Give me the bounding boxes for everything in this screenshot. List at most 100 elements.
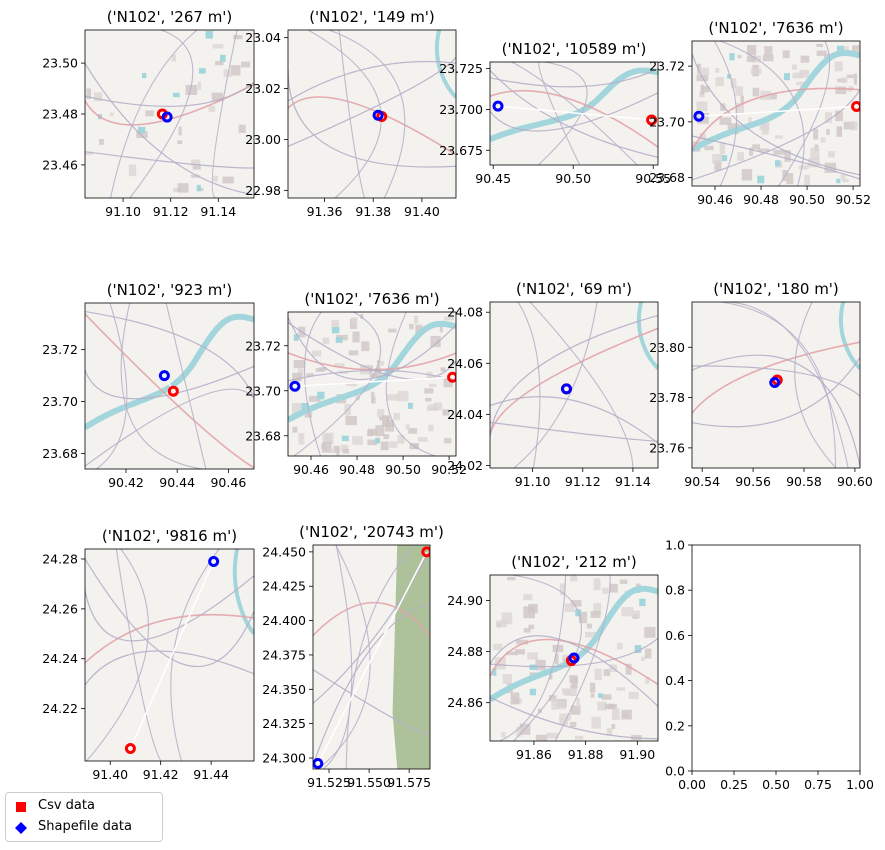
shapefile-point	[313, 758, 324, 769]
axes-frame	[287, 29, 457, 199]
y-tick-label: 23.00	[245, 132, 281, 147]
shapefile-point	[769, 376, 781, 388]
axes-frame	[489, 574, 659, 742]
x-tick-label: 90.58	[786, 474, 822, 489]
connector-line	[294, 376, 453, 387]
map-background	[490, 62, 658, 165]
axes-frame	[489, 301, 659, 469]
x-tick-label: 0.75	[804, 777, 832, 792]
map-background	[288, 312, 456, 456]
y-tick-label: 24.88	[447, 644, 483, 659]
y-tick-label: 23.68	[649, 170, 685, 185]
map-background	[692, 41, 860, 186]
shapefile-point	[693, 110, 705, 122]
subplot-1: ('N102', '267 m') 91.10 91.12 91.14 23.46 23.…	[42, 8, 255, 219]
x-tick-label: 90.52	[835, 192, 871, 207]
x-tick-label: 91.86	[516, 747, 552, 762]
map-background	[313, 545, 430, 769]
y-tick-label: 24.375	[262, 647, 306, 662]
x-tick-label: 90.50	[789, 192, 825, 207]
map-background	[692, 302, 860, 468]
shapefile-point	[208, 555, 220, 567]
y-tick-label: 24.325	[262, 716, 306, 731]
csv-point	[124, 743, 136, 755]
map-background	[288, 30, 456, 198]
legend-label-shapefile: Shapefile data	[38, 819, 132, 834]
subplot-title: ('N102', '149 m')	[309, 8, 435, 26]
subplot-4: ('N102', '7636 m') 90.46 90.48 90.50 90.52 23…	[649, 19, 871, 207]
y-tick-label: 24.06	[447, 356, 483, 371]
y-tick-label: 23.70	[245, 383, 281, 398]
connector-line	[129, 561, 215, 749]
x-tick-label: 0.25	[720, 777, 748, 792]
subplot-6: ('N102', '7636 m') 90.46 90.48 90.50 90.52 23…	[245, 290, 467, 477]
subplot-title: ('N102', '7636 m')	[708, 19, 843, 37]
y-tick-label: 24.24	[42, 651, 78, 666]
axes-frame	[691, 301, 861, 469]
shapefile-point	[289, 380, 301, 392]
subplot-2: ('N102', '149 m') 91.36 91.38 91.40 22.98 23.…	[245, 8, 457, 219]
x-tick-label: 90.42	[108, 475, 144, 490]
axes-frame	[691, 40, 861, 187]
x-tick-label: 91.40	[92, 767, 128, 782]
x-tick-label: 90.50	[555, 171, 591, 186]
x-tick-label: 90.45	[475, 171, 511, 186]
axes-frame	[489, 61, 659, 166]
x-tick-label: 91.12	[565, 474, 601, 489]
subplot-7: ('N102', '69 m') 91.10 91.12 91.14 24.02 24.0…	[447, 280, 659, 489]
subplot-title: ('N102', '10589 m')	[502, 40, 647, 58]
subplot-8: ('N102', '180 m') 90.54 90.56 90.58 90.60 23.…	[649, 280, 873, 489]
y-tick-label: 24.26	[42, 601, 78, 616]
x-tick-label: 90.46	[210, 475, 246, 490]
x-tick-label: 91.40	[404, 204, 440, 219]
shapefile-point	[492, 100, 504, 112]
x-tick-label: 90.48	[743, 192, 779, 207]
y-tick-label: 23.04	[245, 30, 281, 45]
x-tick-label: 90.56	[735, 474, 771, 489]
y-tick-label: 24.350	[262, 682, 306, 697]
x-tick-label: 91.14	[200, 204, 236, 219]
x-tick-label: 90.60	[837, 474, 873, 489]
y-tick-label: 0.4	[665, 673, 685, 688]
subplot-5: ('N102', '923 m') 90.42 90.44 90.46 23.68 23.…	[42, 281, 255, 490]
axes-frame	[312, 544, 431, 770]
csv-point	[167, 385, 179, 397]
subplot-title: ('N102', '923 m')	[107, 281, 233, 299]
subplot-title: ('N102', '20743 m')	[299, 523, 444, 541]
map-background	[85, 549, 254, 761]
legend-label-csv: Csv data	[38, 798, 95, 813]
x-tick-label: 90.46	[293, 462, 329, 477]
y-tick-label: 24.450	[262, 544, 306, 559]
y-tick-label: 0.6	[665, 628, 685, 643]
x-tick-label: 0.00	[678, 777, 706, 792]
subplot-title: ('N102', '212 m')	[511, 553, 637, 571]
x-tick-label: 91.36	[307, 204, 343, 219]
subplot-12: 0.00 0.25 0.50 0.75 1.00 0.0 0.2 0.4 0.6 0.8 1.0	[665, 538, 874, 793]
x-tick-label: 91.12	[153, 204, 189, 219]
map-background	[490, 302, 658, 468]
map-background	[85, 30, 254, 198]
y-tick-label: 23.700	[439, 102, 483, 117]
x-tick-label: 91.10	[515, 474, 551, 489]
y-tick-label: 24.300	[262, 751, 306, 766]
y-tick-label: 24.86	[447, 695, 483, 710]
subplot-title: ('N102', '69 m')	[516, 280, 632, 298]
x-tick-label: 90.48	[339, 462, 375, 477]
y-tick-label: 0.2	[665, 718, 685, 733]
y-tick-label: 24.28	[42, 551, 78, 566]
shapefile-point	[568, 652, 580, 664]
x-tick-label: 0.50	[762, 777, 790, 792]
y-tick-label: 23.675	[439, 143, 483, 158]
y-tick-label: 23.72	[245, 338, 281, 353]
x-tick-label: 91.42	[143, 767, 179, 782]
x-tick-label: 90.55	[635, 171, 671, 186]
shapefile-point	[161, 111, 173, 123]
axes-frame	[84, 302, 255, 470]
x-tick-label: 90.50	[385, 462, 421, 477]
subplot-9: ('N102', '9816 m') 91.40 91.42 91.44 24.22 24…	[42, 527, 255, 782]
axes-frame	[691, 544, 861, 772]
axes-frame	[84, 548, 255, 762]
x-tick-label: 91.525	[307, 775, 351, 790]
